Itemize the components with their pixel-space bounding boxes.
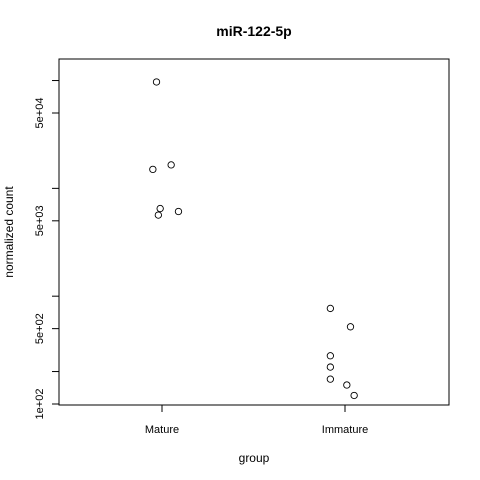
x-tick-label: Mature [145, 424, 179, 436]
x-axis-label: group [239, 451, 270, 465]
data-point [156, 204, 164, 213]
data-point [346, 323, 355, 331]
x-axis: Mature Immature [145, 404, 368, 436]
data-point [326, 375, 335, 383]
y-axis-label: normalized count [2, 186, 16, 278]
data-point [167, 161, 175, 169]
y-axis: 1e+02 5e+02 5e+03 5e+04 [34, 80, 60, 420]
data-points [149, 78, 358, 400]
data-point [350, 391, 358, 400]
y-tick-label: 5e+04 [34, 98, 46, 129]
plot-frame [58, 58, 450, 406]
data-point [326, 304, 335, 313]
data-point [343, 381, 351, 389]
data-point [154, 211, 162, 219]
data-point [326, 352, 335, 360]
y-tick-label: 5e+02 [34, 313, 46, 344]
x-tick-label: Immature [322, 424, 368, 436]
data-point [149, 165, 157, 174]
chart-title: miR-122-5p [216, 23, 291, 39]
data-point [152, 78, 161, 86]
y-tick-label: 1e+02 [34, 389, 46, 420]
y-tick-label: 5e+03 [34, 205, 46, 236]
data-point [174, 207, 183, 216]
data-point [326, 363, 335, 371]
